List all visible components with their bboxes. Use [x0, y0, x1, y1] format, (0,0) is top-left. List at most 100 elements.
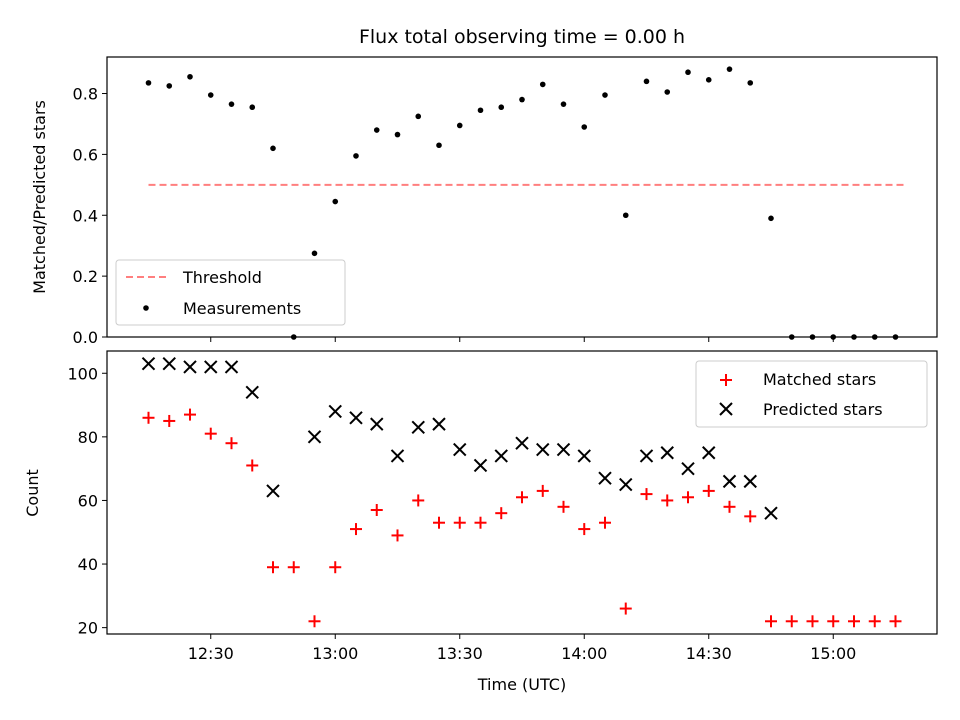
matched-star-point [267, 561, 279, 574]
bottom-x-axis-label: Time (UTC) [477, 675, 566, 694]
measurement-point [581, 124, 588, 130]
predicted-star-point [639, 449, 654, 463]
bottom-x-axis: 12:30 13:00 13:30 14:00 14:30 15:00 [188, 634, 856, 663]
predicted-star-point [307, 430, 322, 444]
matched-star-point [184, 408, 196, 421]
predicted-star-point [494, 449, 508, 463]
y-tick-label: 20 [78, 619, 98, 638]
bottom-legend-matched-swatch [720, 374, 732, 386]
measurement-point [415, 113, 422, 120]
bottom-legend-box [695, 360, 928, 428]
predicted-star-point [473, 458, 488, 473]
bottom-legend: Matched stars Predicted stars [695, 360, 928, 428]
measurement-point [726, 66, 733, 72]
y-tick-label: 40 [78, 555, 98, 574]
bottom-plot-area [141, 357, 902, 628]
y-tick-label: 80 [78, 428, 98, 447]
measurement-point [249, 104, 256, 111]
matched-star-point [868, 615, 881, 628]
matched-star-point [889, 615, 902, 628]
bottom-legend-predicted-swatch [719, 402, 733, 416]
predicted-star-point [702, 446, 716, 460]
matched-star-point [599, 516, 611, 529]
measurement-point [747, 80, 754, 86]
measurement-point [768, 215, 774, 222]
matched-star-point [516, 491, 528, 504]
measurement-point [560, 101, 567, 107]
bottom-panel: 20 40 60 80 100 12:30 13:00 13:30 14:00 14:30 15:… [23, 350, 938, 694]
top-legend-measurements-swatch [143, 305, 149, 311]
predicted-star-point [390, 449, 405, 463]
x-tick-label: 12:30 [188, 644, 234, 663]
measurement-point [270, 145, 276, 152]
matched-star-point [557, 500, 570, 513]
x-tick-label: 13:00 [312, 644, 358, 663]
top-panel: 0.00.20.40.60.8 Matched/Predicted stars … [30, 56, 938, 347]
top-legend-box [115, 259, 346, 326]
bottom-axes-frame [106, 350, 938, 635]
matched-star-point [329, 561, 342, 574]
top-legend-measurements-label: Measurements [183, 299, 301, 318]
measurement-point [311, 250, 318, 257]
predicted-star-point [577, 449, 591, 463]
measurement-point [705, 77, 712, 83]
matched-star-point [350, 523, 362, 536]
matched-star-point [453, 516, 466, 529]
matched-star-point [204, 427, 217, 440]
chart-title: Flux total observing time = 0.00 h [359, 26, 685, 48]
matched-star-point [827, 615, 840, 628]
predicted-star-point [245, 385, 259, 400]
matched-star-point [578, 523, 591, 536]
predicted-star-point [349, 411, 363, 425]
bottom-y-axis-label: Count [23, 469, 42, 517]
predicted-star-point [660, 446, 674, 460]
predicted-star-point [266, 484, 280, 498]
measurement-point [436, 142, 442, 149]
predicted-star-point [432, 417, 446, 431]
measurement-point [519, 96, 525, 103]
measurement-point [664, 89, 671, 95]
predicted-star-point [183, 360, 197, 374]
measurement-point [685, 69, 691, 76]
y-tick-label: 0.0 [73, 328, 98, 347]
matched-star-point [661, 494, 674, 507]
predicted-star-point [370, 417, 384, 431]
predicted-star-point [411, 420, 425, 435]
y-tick-label: 100 [67, 364, 98, 383]
matched-star-point [225, 437, 238, 450]
top-plot-area [145, 66, 904, 340]
measurement-point [145, 80, 152, 86]
measurement-point [622, 212, 629, 219]
measurement-point [394, 131, 401, 138]
y-tick-label: 0.2 [73, 267, 98, 286]
matched-star-point [412, 494, 425, 507]
y-tick-label: 0.6 [73, 145, 98, 164]
measurement-point [477, 107, 484, 114]
predicted-star-point [536, 442, 550, 457]
bottom-legend-predicted-label: Predicted stars [763, 400, 883, 419]
top-axes-frame [106, 56, 938, 338]
matched-star-point [848, 615, 860, 628]
matched-star-point [806, 615, 819, 628]
matched-star-point [702, 484, 715, 497]
measurement-point [498, 104, 505, 111]
top-legend: Threshold Measurements [115, 259, 346, 326]
y-tick-label: 60 [78, 491, 98, 510]
predicted-star-point [204, 360, 218, 374]
matched-star-point [391, 529, 404, 542]
measurement-point [539, 81, 546, 88]
bottom-y-axis: 20 40 60 80 100 [67, 364, 107, 638]
x-tick-label: 13:30 [437, 644, 483, 663]
predicted-star-point [515, 436, 529, 450]
predicted-star-point [141, 357, 156, 371]
y-tick-label: 0.8 [73, 85, 98, 104]
x-tick-label: 14:00 [561, 644, 607, 663]
predicted-star-point [328, 404, 342, 419]
predicted-star-point [598, 471, 612, 485]
top-x-axis [210, 337, 834, 342]
predicted-star-point [453, 442, 467, 457]
matched-star-point [744, 510, 757, 523]
matched-star-point [287, 561, 300, 574]
matched-star-point [619, 602, 632, 615]
